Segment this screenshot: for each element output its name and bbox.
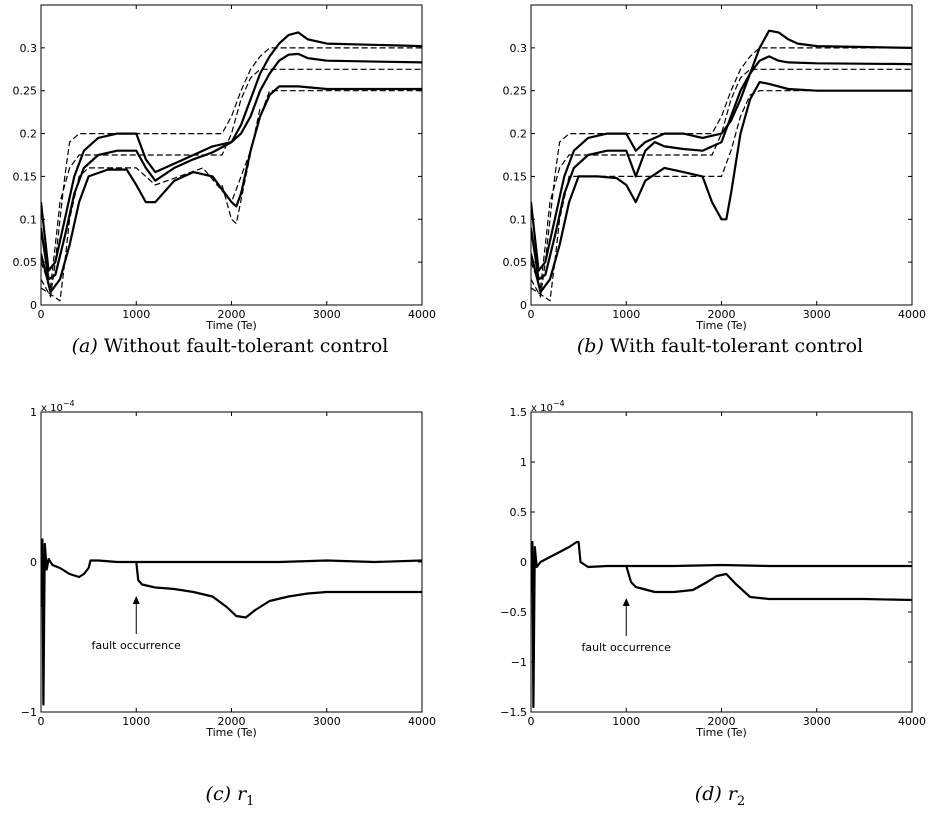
caption-text: With fault-tolerant control	[610, 335, 863, 357]
series-line-4	[531, 29, 912, 272]
x-axis-label: Time (Te)	[205, 319, 257, 332]
y-exponent-label: x 10−4	[531, 399, 565, 414]
y-tick-label: 0	[30, 556, 37, 569]
caption-subscript: 1	[246, 794, 254, 809]
annotation-arrow-head	[622, 598, 630, 606]
y-tick-label: 0.05	[13, 256, 38, 269]
y-tick-label: 1	[30, 406, 37, 419]
exponent-base: x 10	[41, 403, 63, 414]
x-tick-label: 4000	[898, 308, 926, 321]
y-tick-label: 0.05	[503, 256, 528, 269]
y-tick-label: 0.1	[20, 213, 38, 226]
x-tick-label: 1000	[122, 308, 150, 321]
y-tick-label: 0.3	[20, 42, 38, 55]
y-tick-label: 0	[520, 299, 527, 312]
series-line-7	[41, 85, 422, 294]
series-line-6	[41, 52, 422, 281]
caption-text: r	[728, 783, 739, 805]
x-axis-label: Time (Te)	[695, 726, 747, 739]
series-line-1	[41, 538, 422, 706]
x-tick-label: 3000	[313, 715, 341, 728]
panel-caption: (c) r1	[206, 783, 255, 809]
y-tick-label: −1.5	[500, 706, 527, 719]
annotation-arrow-head	[132, 596, 140, 604]
series-line-5	[531, 55, 912, 281]
y-tick-label: 0.2	[20, 128, 38, 141]
exponent-power: −4	[553, 399, 565, 408]
y-tick-label: 0.25	[503, 85, 528, 98]
panel-b: 0 1000 2000 3000 4000 0 0.05 0.1 0.15 0.2 0.25 0.3 T…	[503, 4, 926, 357]
series-line-2	[135, 561, 422, 619]
y-tick-label: 0.15	[503, 170, 528, 183]
x-tick-label: 1000	[122, 715, 150, 728]
panel-caption: (b) With fault-tolerant control	[577, 335, 863, 357]
x-tick-label: 4000	[408, 308, 436, 321]
series-line-2	[625, 565, 912, 602]
x-tick-label: 4000	[898, 715, 926, 728]
panel-a: 0 1000 2000 3000 4000 0 0.05 0.1 0.15 0.2 0.25 0.3 T…	[13, 4, 436, 357]
x-tick-label: 3000	[803, 715, 831, 728]
y-tick-label: 0.25	[13, 85, 38, 98]
y-tick-label: −1	[21, 706, 37, 719]
x-tick-label: 0	[528, 308, 535, 321]
y-tick-label: 0	[30, 299, 37, 312]
x-tick-label: 1000	[612, 715, 640, 728]
y-tick-label: 0.3	[510, 42, 528, 55]
y-exponent-label: x 10−4	[41, 399, 75, 414]
annotation-text: fault occurrence	[92, 639, 182, 652]
series-line-6	[531, 80, 912, 294]
annotation-text: fault occurrence	[582, 641, 672, 654]
x-tick-label: 3000	[803, 308, 831, 321]
x-axis-label: Time (Te)	[205, 726, 257, 739]
series-line-1	[41, 47, 422, 299]
x-tick-label: 0	[528, 715, 535, 728]
x-tick-label: 3000	[313, 308, 341, 321]
y-tick-label: 0	[520, 556, 527, 569]
y-tick-label: 0.1	[510, 213, 528, 226]
caption-subscript: 2	[737, 794, 745, 809]
panel-caption: (d) r2	[695, 783, 745, 809]
x-tick-label: 1000	[612, 308, 640, 321]
caption-label: (a)	[72, 335, 98, 357]
x-tick-label: 4000	[408, 715, 436, 728]
caption-label: (d)	[695, 783, 722, 805]
y-tick-label: 0.5	[510, 506, 528, 519]
exponent-base: x 10	[531, 403, 553, 414]
x-tick-label: 2000	[218, 308, 246, 321]
series-line-1	[531, 540, 912, 709]
series-line-3	[531, 68, 912, 289]
exponent-power: −4	[63, 399, 75, 408]
series-line-5	[41, 31, 422, 272]
y-tick-label: 0.2	[510, 128, 528, 141]
y-tick-label: −1	[511, 656, 527, 669]
y-tick-label: −0.5	[500, 606, 527, 619]
caption-label: (c)	[206, 783, 231, 805]
x-tick-label: 0	[38, 715, 45, 728]
x-tick-label: 2000	[218, 715, 246, 728]
series-line-1	[531, 47, 912, 299]
y-tick-label: 0.15	[13, 170, 38, 183]
y-tick-label: 1.5	[510, 406, 528, 419]
x-tick-label: 2000	[708, 715, 736, 728]
y-tick-label: 1	[520, 456, 527, 469]
caption-text: Without fault-tolerant control	[104, 335, 389, 357]
series-line-3	[41, 68, 422, 289]
panel-d: 0 1000 2000 3000 4000 −1.5 −1 −0.5 0 0.5 1 1.5 Time …	[500, 399, 926, 809]
x-tick-label: 2000	[708, 308, 736, 321]
series-line-2	[531, 90, 912, 302]
caption-text: r	[237, 783, 248, 805]
plot-frame	[530, 411, 913, 713]
x-tick-label: 0	[38, 308, 45, 321]
panel-caption: (a) Without fault-tolerant control	[72, 335, 389, 357]
x-axis-label: Time (Te)	[695, 319, 747, 332]
caption-label: (b)	[577, 335, 604, 357]
